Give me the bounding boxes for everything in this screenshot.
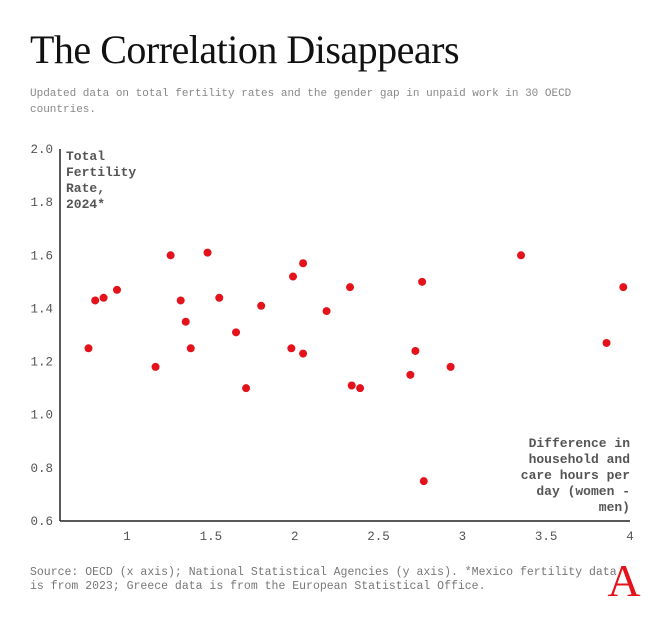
scatter-point — [517, 251, 526, 260]
scatter-point — [446, 362, 455, 371]
scatter-point — [299, 259, 308, 268]
scatter-point — [181, 317, 190, 326]
scatter-point — [257, 301, 266, 310]
scatter-point — [84, 344, 93, 353]
chart-ticks: 0.6 0.8 1.0 1.2 1.4 1.6 1.8 2.0 1 1.5 2 2.5 3 3.5 4 — [30, 143, 633, 544]
y-tick-label: 2.0 — [30, 143, 53, 157]
scatter-point — [347, 381, 356, 390]
scatter-point — [419, 477, 428, 486]
scatter-point — [406, 370, 415, 379]
chart-axes — [59, 149, 630, 522]
scatter-point — [356, 384, 365, 393]
scatter-point — [232, 328, 241, 337]
scatter-point — [186, 344, 195, 353]
x-tick-label: 3 — [459, 530, 467, 544]
y-tick-label: 1.0 — [30, 409, 53, 423]
scatter-point — [289, 272, 298, 281]
y-tick-label: 1.4 — [30, 302, 53, 316]
scatter-point — [322, 307, 331, 316]
scatter-point — [411, 346, 420, 355]
chart-title: The Correlation Disappears — [30, 27, 460, 72]
x-axis-label: Difference in household and care hours per… — [521, 436, 630, 515]
scatter-point — [418, 277, 427, 286]
y-tick-label: 1.2 — [30, 356, 53, 370]
scatter-chart: 0.6 0.8 1.0 1.2 1.4 1.6 1.8 2.0 1 1.5 2 2.5 3 3.5 4 To… — [30, 143, 633, 544]
scatter-point — [287, 344, 296, 353]
scatter-point — [346, 283, 355, 292]
x-tick-label: 3.5 — [535, 530, 558, 544]
x-tick-label: 4 — [626, 530, 634, 544]
scatter-point — [176, 296, 185, 305]
x-tick-label: 2 — [291, 530, 299, 544]
scatter-point — [203, 248, 212, 257]
scatter-point — [242, 384, 251, 393]
scatter-point — [151, 362, 160, 371]
x-tick-label: 1 — [123, 530, 131, 544]
scatter-point — [619, 283, 628, 292]
scatter-point — [215, 293, 224, 302]
scatter-point — [91, 296, 100, 305]
y-tick-label: 1.8 — [30, 196, 53, 210]
x-tick-label: 2.5 — [367, 530, 390, 544]
y-tick-label: 0.8 — [30, 462, 53, 476]
source-note: Source: OECD (x axis); National Statisti… — [30, 566, 617, 593]
brand-logo: A — [607, 558, 640, 602]
y-tick-label: 1.6 — [30, 249, 53, 263]
scatter-point — [99, 293, 108, 302]
x-tick-label: 1.5 — [200, 530, 223, 544]
y-tick-label: 0.6 — [30, 515, 53, 529]
scatter-point — [602, 338, 611, 347]
chart-points — [84, 248, 628, 486]
logo-letter: A — [607, 558, 640, 602]
chart-subtitle: Updated data on total fertility rates an… — [30, 88, 572, 116]
scatter-point — [166, 251, 175, 260]
y-axis-label: Total Fertility Rate, 2024* — [66, 149, 136, 212]
scatter-point — [113, 285, 121, 294]
scatter-point — [299, 349, 308, 358]
